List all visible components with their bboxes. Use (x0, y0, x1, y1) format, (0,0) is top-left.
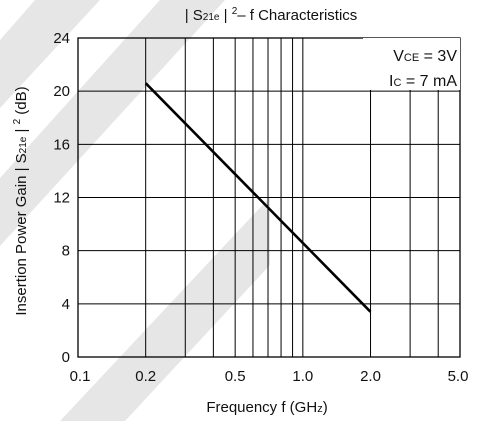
y-axis-label: Insertion Power Gain | S21e | 2 (dB) (12, 86, 30, 315)
axes: 0 4 8 12 16 20 24 0.1 0.2 0.5 1.0 2.0 5.0 (53, 30, 468, 385)
series-layer (144, 82, 372, 313)
y-tick-label: 0 (62, 349, 70, 366)
vce-condition: VCE = 3V (393, 48, 457, 65)
ic-condition: IC = 7 mA (389, 73, 457, 90)
x-tick-label: 0.5 (225, 368, 246, 385)
y-tick-label: 24 (53, 30, 70, 47)
y-tick-label: 8 (62, 243, 70, 260)
x-tick-label: 5.0 (448, 368, 469, 385)
watermark (0, 0, 270, 421)
x-tick-label: 2.0 (360, 368, 381, 385)
y-tick-label: 20 (53, 83, 70, 100)
x-tick-label: 1.0 (292, 368, 313, 385)
x-tick-label: 0.2 (135, 368, 156, 385)
chart-title: | S21e | 2– f Characteristics (185, 6, 358, 24)
x-tick-label: 0.1 (70, 368, 91, 385)
conditions-box (363, 38, 460, 90)
y-tick-label: 12 (53, 190, 70, 207)
y-tick-label: 16 (53, 136, 70, 153)
series-line (144, 82, 372, 313)
grid (78, 38, 460, 357)
y-tick-label: 4 (62, 296, 70, 313)
x-axis-label: Frequency f (GHz) (206, 399, 327, 416)
plot-frame (77, 37, 461, 358)
